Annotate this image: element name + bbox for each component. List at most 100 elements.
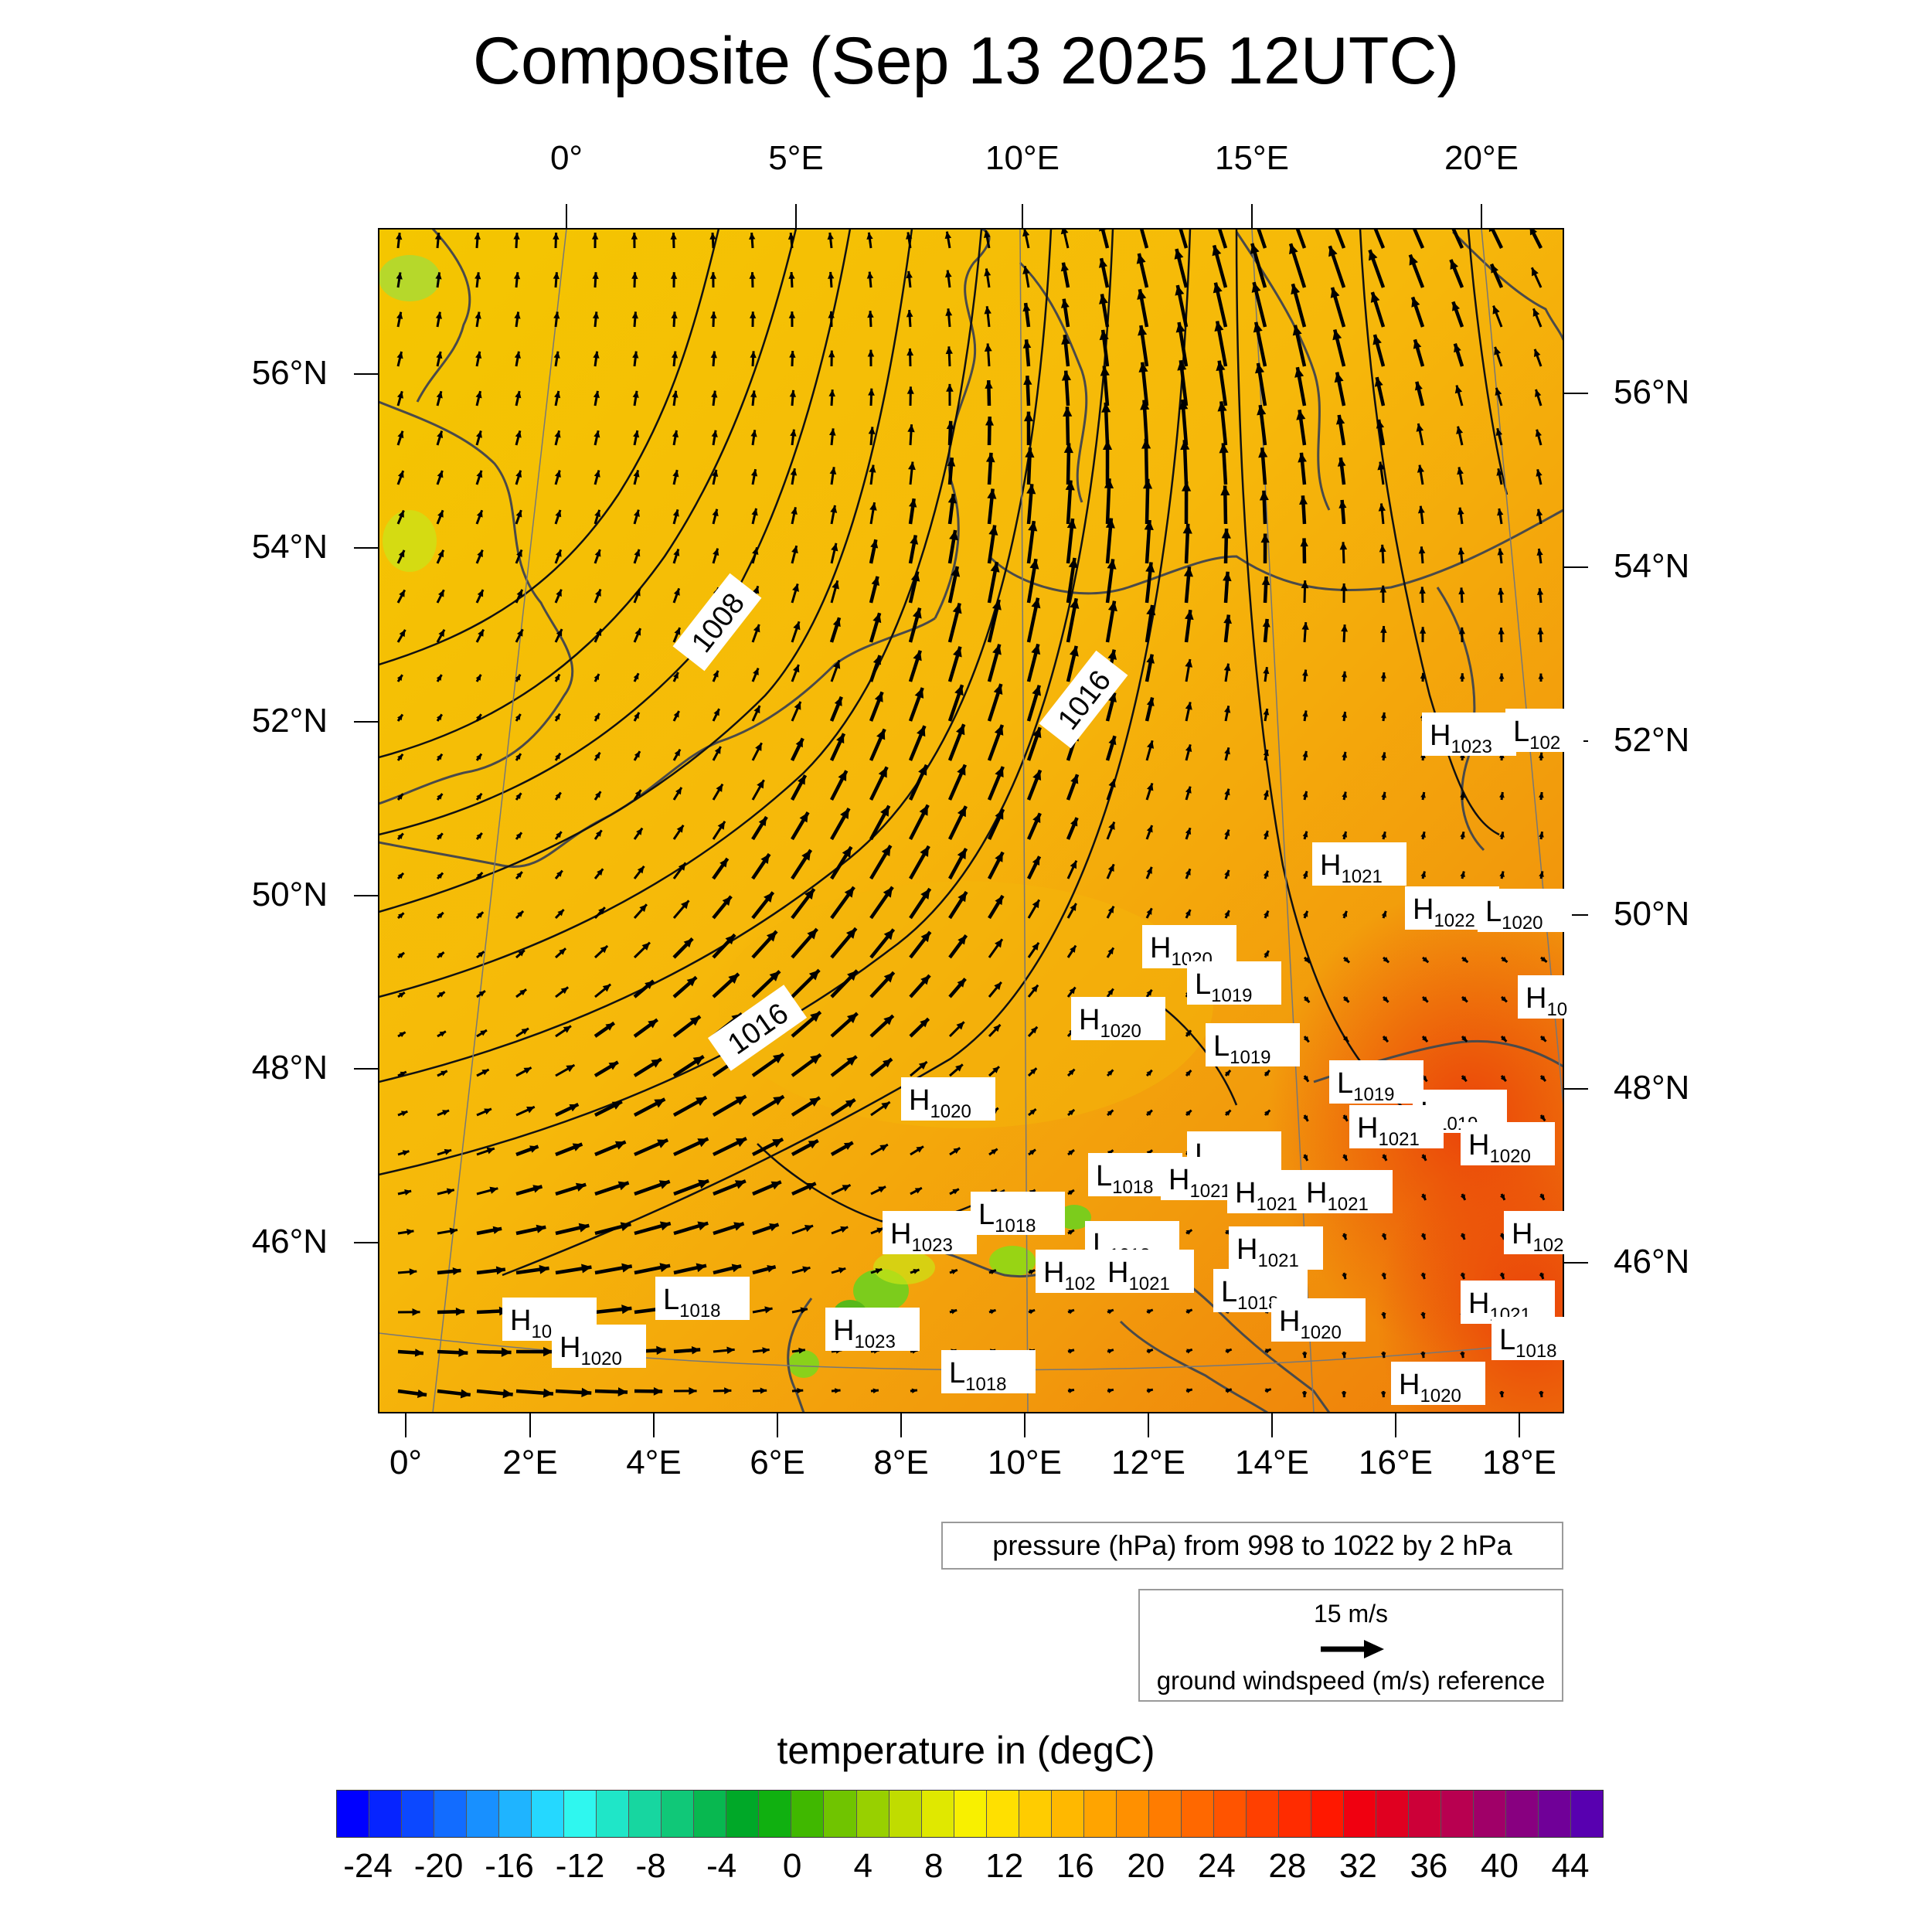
wind-arrow [1454, 385, 1464, 406]
wind-arrow [1498, 673, 1505, 682]
wind-arrow [947, 493, 957, 525]
wind-arrow [711, 390, 718, 406]
wind-arrow [908, 650, 922, 682]
wind-arrow [1342, 831, 1348, 840]
wind-arrow [712, 933, 736, 959]
wind-arrow [475, 674, 482, 682]
wind-arrow [397, 1031, 406, 1038]
wind-arrow [1224, 1109, 1232, 1117]
wind-arrow [670, 272, 678, 288]
pressure-center-value: 1018 [995, 1216, 1036, 1236]
wind-arrow [869, 691, 884, 722]
pressure-center-value: 1021 [1189, 1181, 1230, 1202]
wind-arrow [1330, 287, 1346, 328]
wind-arrow [906, 348, 914, 367]
pressure-center-value: 1023 [854, 1332, 895, 1352]
wind-arrow [670, 233, 677, 249]
wind-arrow [948, 847, 968, 880]
wind-arrow [1106, 778, 1116, 801]
wind-arrow [1136, 253, 1149, 288]
wind-arrow [751, 624, 760, 643]
high-pressure-label: H1023 [883, 1211, 977, 1256]
wind-arrow [709, 272, 717, 288]
high-pressure-label: H1021 [1161, 1157, 1255, 1202]
wind-arrow [828, 271, 835, 288]
wind-arrow [1026, 597, 1041, 643]
wind-arrow [1535, 429, 1543, 446]
wind-arrow [830, 659, 841, 682]
wind-arrow [396, 351, 403, 367]
meridian-line [1481, 229, 1563, 1113]
wind-arrow [1422, 956, 1430, 964]
wind-arrow [945, 308, 953, 328]
wind-arrow [1417, 505, 1425, 525]
wind-arrow [1461, 995, 1468, 1003]
wind-arrow [1107, 1349, 1114, 1354]
wind-arrow [869, 728, 886, 761]
wind-arrow [1067, 1108, 1076, 1117]
wind-arrow [633, 903, 648, 919]
wind-arrow [1379, 544, 1386, 564]
wind-arrow [1530, 267, 1543, 288]
bottom-lon-label: 0° [389, 1444, 423, 1481]
wind-arrow [1458, 507, 1464, 525]
colorbar-swatch [1148, 1791, 1182, 1837]
top-lon-label: 10°E [985, 139, 1060, 177]
bottom-lon-label: 14°E [1235, 1444, 1309, 1481]
wind-arrow [1026, 520, 1038, 564]
low-pressure-label: L1018 [941, 1350, 1036, 1395]
wind-arrow [1066, 944, 1077, 958]
wind-arrow [1102, 440, 1113, 485]
wind-arrow [436, 430, 444, 446]
wind-arrow [751, 705, 761, 722]
colorbar-swatch [1506, 1791, 1539, 1837]
wind-arrow [1372, 334, 1386, 367]
wind-arrow [1539, 831, 1544, 840]
colorbar-swatch [337, 1791, 370, 1837]
svg-text:H1021: H1021 [1320, 849, 1383, 887]
wind-arrow [1145, 825, 1154, 840]
wind-arrow [633, 941, 651, 959]
wind-arrow [1342, 1036, 1349, 1043]
pressure-center-value: 1020 [1420, 1386, 1461, 1406]
wind-arrow [828, 350, 835, 367]
wind-arrow [1216, 360, 1228, 406]
wind-arrow [1341, 671, 1348, 682]
svg-text:L1019: L1019 [1195, 968, 1253, 1006]
colorbar-label: 32 [1338, 1847, 1377, 1885]
wind-arrow [476, 1389, 513, 1399]
right-lat-label: 46°N [1614, 1243, 1690, 1281]
wind-arrow [711, 430, 718, 446]
wind-arrow [750, 351, 757, 367]
pressure-center-value: 102 [1064, 1274, 1095, 1294]
wind-arrow [870, 1100, 891, 1117]
pressure-center-value: 1018 [679, 1301, 720, 1321]
wind-arrow [1533, 349, 1543, 367]
wind-arrow [397, 1229, 414, 1236]
svg-text:H1021: H1021 [1357, 1112, 1420, 1150]
wind-arrow [869, 539, 879, 564]
wind-arrow [634, 1138, 669, 1157]
wind-arrow [1499, 1272, 1505, 1280]
wind-arrow [1301, 622, 1309, 643]
pressure-center-type: L [1221, 1276, 1237, 1308]
high-pressure-label: H1021 [1229, 1226, 1323, 1271]
wind-arrow [594, 944, 609, 959]
wind-arrow [672, 787, 683, 801]
wind-arrow [396, 233, 403, 249]
pressure-center-type: H [1430, 719, 1451, 752]
wind-arrow [475, 792, 483, 801]
wind-arrow [555, 1025, 572, 1038]
svg-text:H1020: H1020 [1468, 1129, 1531, 1167]
wind-arrow [1342, 1233, 1348, 1240]
wind-arrow [474, 233, 481, 249]
wind-arrow [908, 571, 920, 604]
wind-arrow [673, 1179, 709, 1196]
wind-arrow [1418, 546, 1426, 564]
wind-arrow [672, 430, 679, 446]
wind-arrow [476, 1029, 488, 1038]
wind-arrow [437, 1070, 448, 1077]
wind-arrow [948, 978, 967, 998]
wind-arrow [1221, 528, 1231, 564]
